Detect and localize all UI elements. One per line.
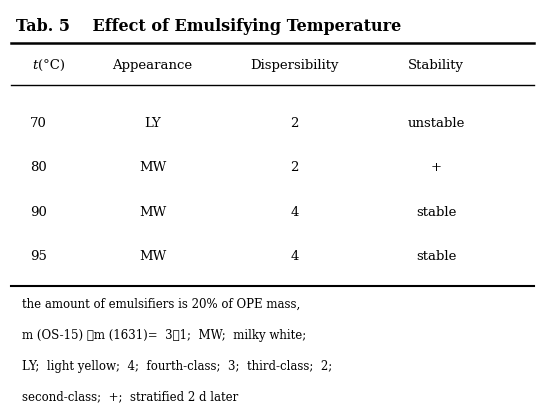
Text: 70: 70 bbox=[30, 117, 46, 130]
Text: stable: stable bbox=[416, 206, 456, 219]
Text: 2: 2 bbox=[290, 161, 299, 174]
Text: (°C): (°C) bbox=[38, 59, 65, 72]
Text: MW: MW bbox=[139, 206, 166, 219]
Text: 4: 4 bbox=[290, 250, 299, 263]
Text: 2: 2 bbox=[290, 117, 299, 130]
Text: t: t bbox=[33, 59, 38, 72]
Text: second-class;  +;  stratified 2 d later: second-class; +; stratified 2 d later bbox=[22, 390, 238, 404]
Text: 4: 4 bbox=[290, 206, 299, 219]
Text: 95: 95 bbox=[30, 250, 46, 263]
Text: Appearance: Appearance bbox=[112, 59, 193, 72]
Text: LY: LY bbox=[144, 117, 161, 130]
Text: unstable: unstable bbox=[407, 117, 465, 130]
Text: LY;  light yellow;  4;  fourth-class;  3;  third-class;  2;: LY; light yellow; 4; fourth-class; 3; th… bbox=[22, 360, 332, 373]
Text: 80: 80 bbox=[30, 161, 46, 174]
Text: 90: 90 bbox=[30, 206, 46, 219]
Text: the amount of emulsifiers is 20% of OPE mass,: the amount of emulsifiers is 20% of OPE … bbox=[22, 298, 300, 311]
Text: MW: MW bbox=[139, 250, 166, 263]
Text: Tab. 5    Effect of Emulsifying Temperature: Tab. 5 Effect of Emulsifying Temperature bbox=[16, 18, 402, 35]
Text: +: + bbox=[431, 161, 441, 174]
Text: Stability: Stability bbox=[408, 59, 464, 72]
Text: MW: MW bbox=[139, 161, 166, 174]
Text: Dispersibility: Dispersibility bbox=[250, 59, 338, 72]
Text: stable: stable bbox=[416, 250, 456, 263]
Text: m (OS-15) ∶m (1631)=  3∶1;  MW;  milky white;: m (OS-15) ∶m (1631)= 3∶1; MW; milky whit… bbox=[22, 329, 306, 342]
